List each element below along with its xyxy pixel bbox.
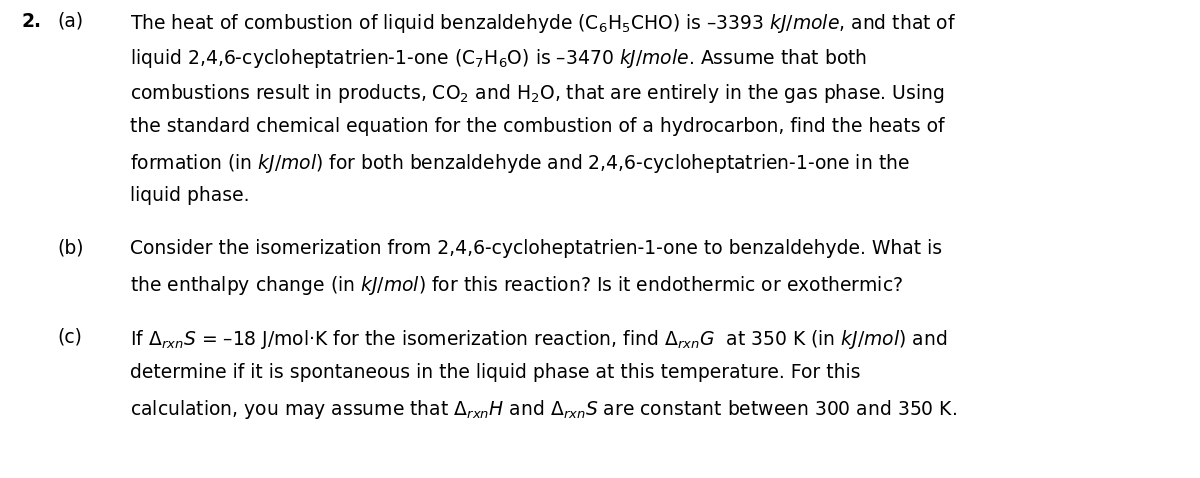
Text: the enthalpy change (in $\it{kJ/mol}$) for this reaction? Is it endothermic or e: the enthalpy change (in $\it{kJ/mol}$) f… [130,274,902,297]
Text: liquid phase.: liquid phase. [130,186,250,206]
Text: If $\Delta_{rxn}S$ = –18 J/mol·K for the isomerization reaction, find $\Delta_{r: If $\Delta_{rxn}S$ = –18 J/mol·K for the… [130,328,947,351]
Text: formation (in $\it{kJ/mol}$) for both benzaldehyde and 2,4,6-cycloheptatrien-1-o: formation (in $\it{kJ/mol}$) for both be… [130,152,910,174]
Text: Consider the isomerization from 2,4,6-cycloheptatrien-1-one to benzaldehyde. Wha: Consider the isomerization from 2,4,6-cy… [130,239,942,258]
Text: (b): (b) [58,239,84,258]
Text: (a): (a) [58,12,84,31]
Text: The heat of combustion of liquid benzaldehyde (C$_6$H$_5$CHO) is –3393 $\it{kJ/m: The heat of combustion of liquid benzald… [130,12,955,35]
Text: 2.: 2. [22,12,42,31]
Text: liquid 2,4,6-cycloheptatrien-1-one (C$_7$H$_6$O) is –3470 $\it{kJ/mole}$. Assume: liquid 2,4,6-cycloheptatrien-1-one (C$_7… [130,47,866,70]
Text: determine if it is spontaneous in the liquid phase at this temperature. For this: determine if it is spontaneous in the li… [130,363,860,381]
Text: calculation, you may assume that $\Delta_{rxn}H$ and $\Delta_{rxn}S$ are constan: calculation, you may assume that $\Delta… [130,398,956,421]
Text: (c): (c) [58,328,83,347]
Text: combustions result in products, CO$_2$ and H$_2$O, that are entirely in the gas : combustions result in products, CO$_2$ a… [130,82,944,105]
Text: the standard chemical equation for the combustion of a hydrocarbon, find the hea: the standard chemical equation for the c… [130,117,944,136]
